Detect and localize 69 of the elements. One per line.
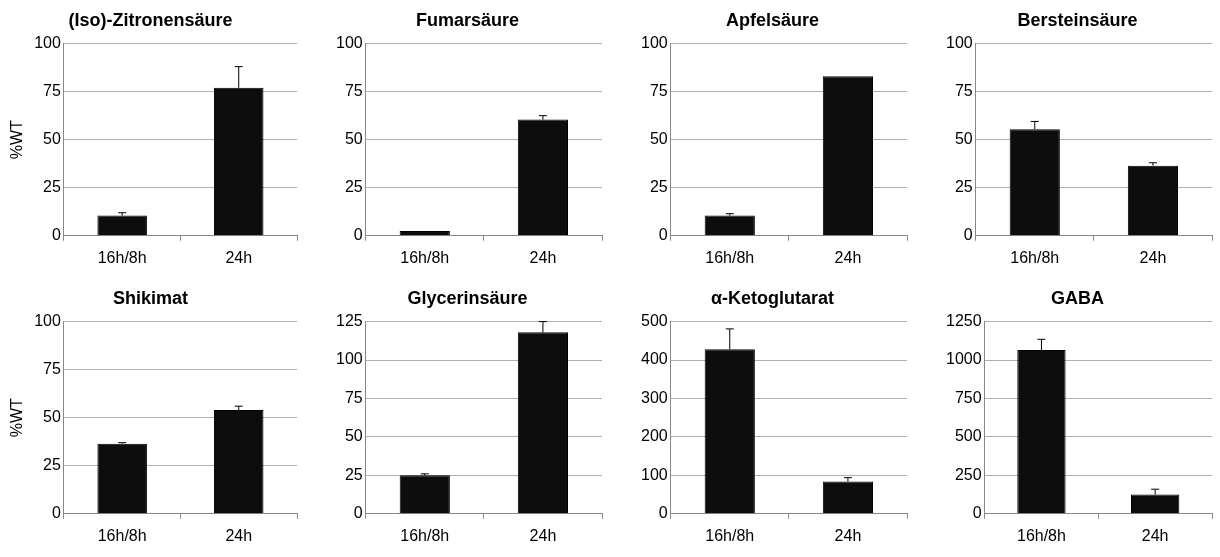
chart-title: (Iso)-Zitronensäure [68,9,233,30]
y-axis-title: %WT [8,397,26,438]
y-tick-label: 1000 [946,350,982,368]
y-tick-label: 750 [954,388,982,406]
x-tick-label: 16h/8h [97,248,147,266]
y-tick-label: 75 [954,82,973,100]
x-tick-label: 16h/8h [705,526,755,544]
y-tick-label: 25 [344,178,363,196]
y-tick-label: 100 [640,34,668,52]
chart-title: Fumarsäure [415,9,520,30]
y-tick-label: 25 [954,178,973,196]
y-tick-label: 75 [43,360,61,378]
y-tick-label: 0 [353,504,363,522]
y-tick-label: 0 [353,226,363,244]
y-tick-label: 500 [640,312,668,330]
y-tick-label: 25 [43,178,61,196]
y-tick-label: 0 [658,504,668,522]
y-axis-title: %WT [8,119,26,160]
x-tick-label: 24h [529,248,557,266]
y-tick-label: 75 [43,82,61,100]
y-tick-label: 25 [43,456,61,474]
y-tick-label: 400 [640,350,668,368]
y-tick-label: 0 [51,226,61,244]
y-tick-label: 0 [658,226,668,244]
y-tick-label: 50 [43,130,61,148]
x-tick-label: 16h/8h [400,526,450,544]
x-tick-label: 24h [834,248,862,266]
chart-title: Shikimat [112,287,189,308]
y-tick-label: 50 [344,130,363,148]
x-tick-label: 24h [1139,248,1167,266]
y-tick-label: 0 [963,226,973,244]
y-tick-label: 75 [649,82,668,100]
x-tick-label: 16h/8h [400,248,450,266]
y-tick-label: 50 [344,427,363,445]
chart-title: GABA [1051,287,1104,308]
x-tick-label: 24h [834,526,862,544]
x-tick-label: 24h [225,526,253,544]
y-tick-label: 100 [34,34,61,52]
y-tick-label: 500 [954,427,982,445]
x-tick-label: 24h [225,248,253,266]
y-tick-label: 125 [335,312,363,330]
y-tick-label: 200 [640,427,668,445]
chart-title: Apfelsäure [725,9,820,30]
x-tick-label: 24h [1141,526,1169,544]
y-tick-label: 0 [972,504,982,522]
y-tick-label: 50 [649,130,668,148]
y-tick-label: 75 [344,388,363,406]
chart-title: Glycerinsäure [407,287,528,308]
x-tick-label: 24h [529,526,557,544]
y-tick-label: 300 [640,388,668,406]
y-tick-label: 100 [640,465,668,483]
y-tick-label: 25 [649,178,668,196]
y-tick-label: 250 [954,465,982,483]
x-tick-label: 16h/8h [1010,248,1060,266]
chart-title: α-Ketoglutarat [710,287,835,308]
y-tick-label: 1250 [946,312,982,330]
y-tick-label: 50 [954,130,973,148]
x-tick-label: 16h/8h [1016,526,1066,544]
y-tick-label: 50 [43,408,61,426]
chart-title: Bersteinsäure [1017,9,1138,30]
y-tick-label: 100 [34,312,61,330]
x-tick-label: 16h/8h [97,526,147,544]
y-tick-label: 75 [344,82,363,100]
y-tick-label: 25 [344,465,363,483]
y-tick-label: 0 [51,504,61,522]
y-tick-label: 100 [335,34,363,52]
x-tick-label: 16h/8h [705,248,755,266]
y-tick-label: 100 [945,34,973,52]
y-tick-label: 100 [335,350,363,368]
